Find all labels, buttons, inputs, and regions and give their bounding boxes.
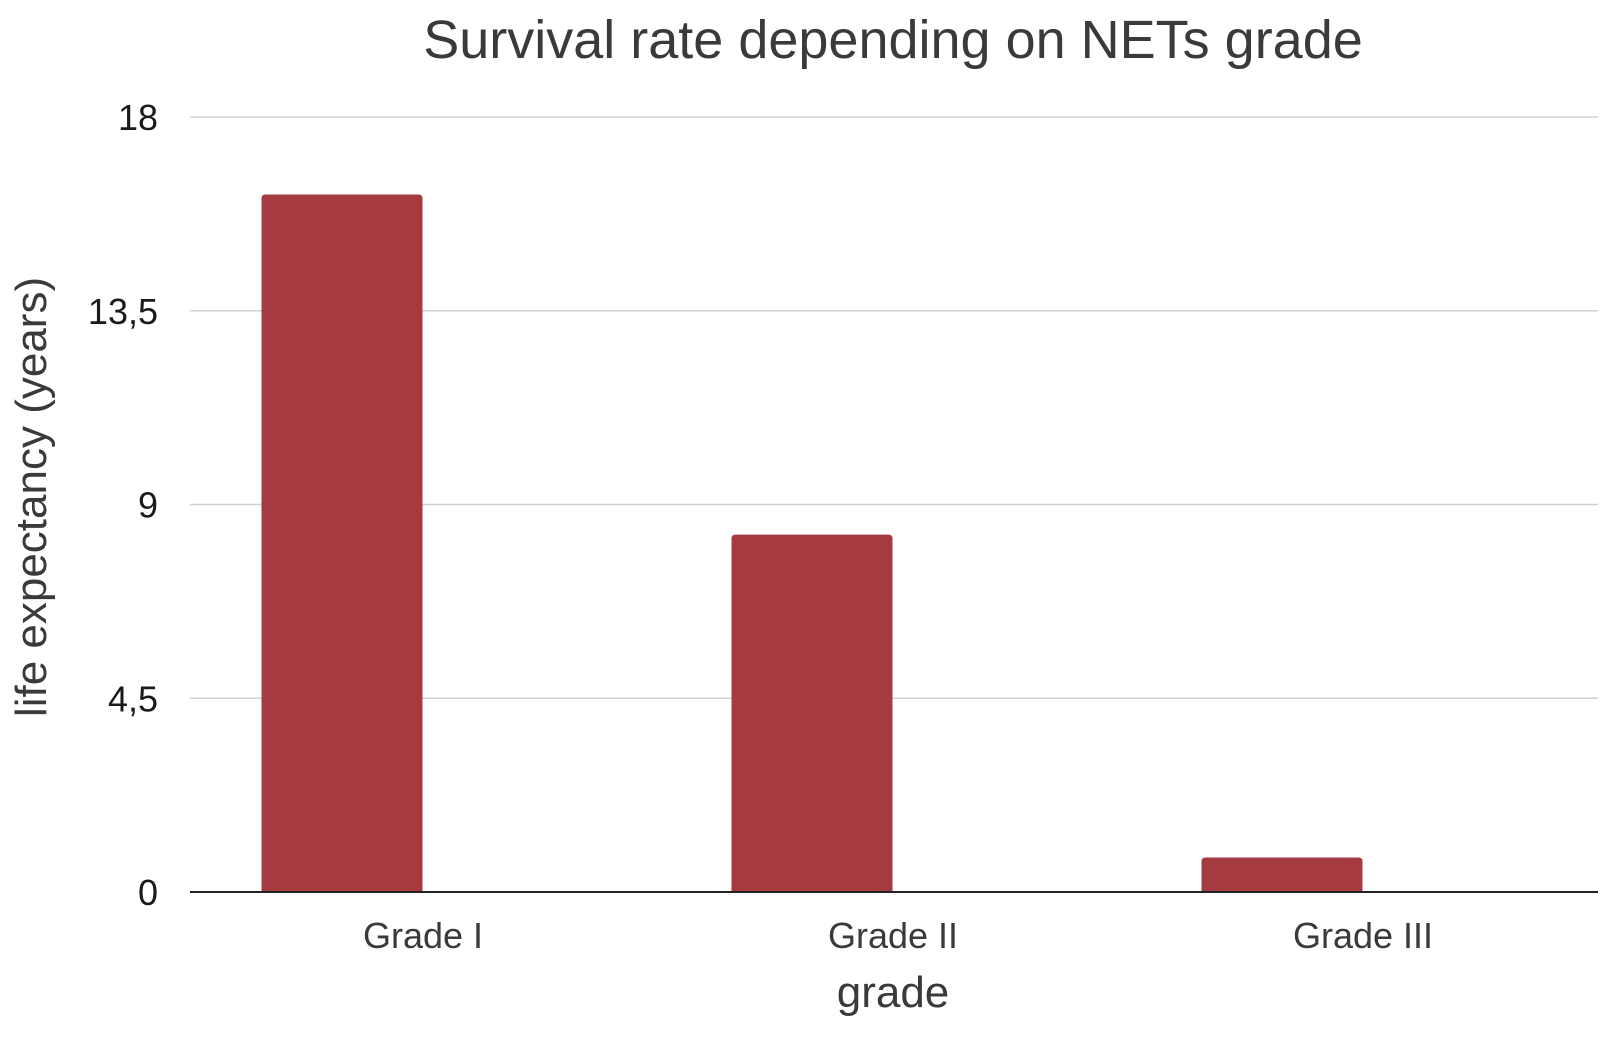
- y-tick-label: 18: [118, 97, 158, 138]
- chart-title: Survival rate depending on NETs grade: [423, 10, 1363, 70]
- y-tick-label: 13,5: [88, 291, 158, 332]
- bar-grade-iii: [1201, 857, 1363, 892]
- x-axis-title: grade: [837, 968, 950, 1017]
- y-tick-label: 0: [138, 872, 158, 913]
- x-tick-label: Grade I: [363, 915, 483, 956]
- x-tick-label: Grade III: [1293, 915, 1433, 956]
- gridlines: [190, 116, 1598, 699]
- y-axis-title: life expectancy (years): [7, 277, 56, 717]
- y-tick-labels: 0 4,5 9 13,5 18: [88, 97, 158, 913]
- x-tick-labels: Grade I Grade II Grade III: [363, 915, 1433, 956]
- y-tick-label: 9: [138, 485, 158, 526]
- bar-grade-i: [261, 194, 423, 892]
- bars: [261, 194, 1363, 892]
- y-tick-label: 4,5: [108, 678, 158, 719]
- x-tick-label: Grade II: [828, 915, 958, 956]
- bar-grade-ii: [731, 534, 893, 892]
